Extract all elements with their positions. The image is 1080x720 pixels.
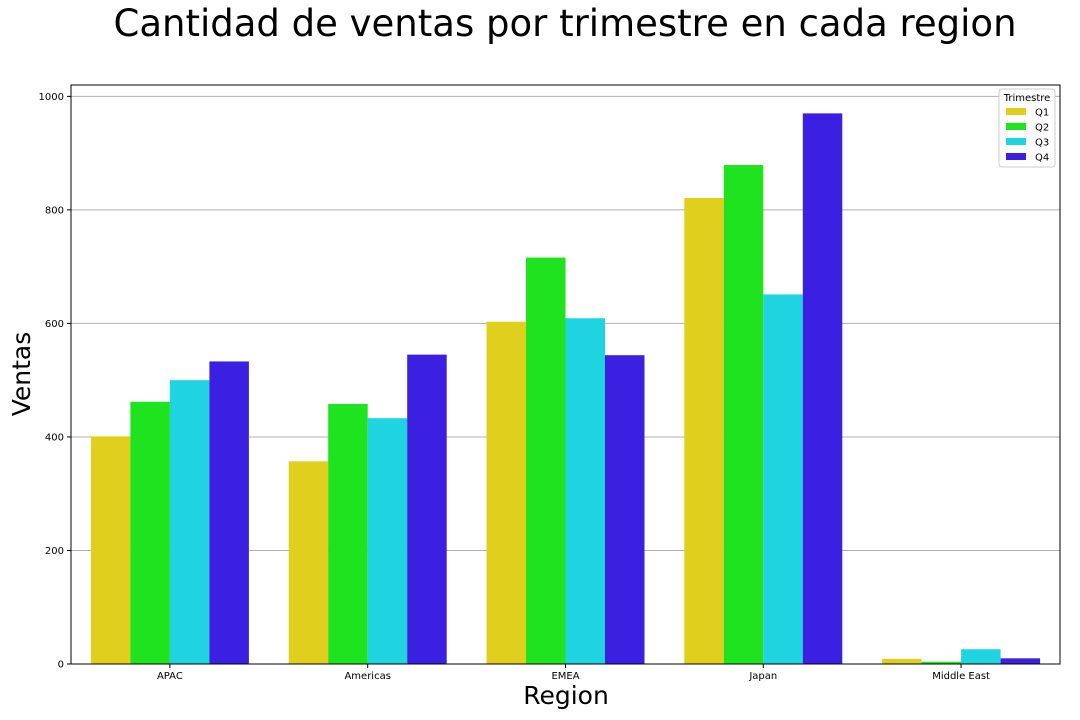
x-tick-label: Americas: [344, 671, 390, 682]
y-tick-label: 0: [58, 660, 64, 671]
bar-q4-middle-east: [1000, 658, 1041, 664]
x-tick-label: APAC: [157, 671, 183, 682]
legend-label: Q1: [1035, 108, 1049, 119]
bar-q2-americas: [328, 404, 368, 664]
y-tick-label: 400: [45, 432, 64, 443]
bar-q2-emea: [526, 257, 566, 664]
legend-swatch: [1006, 123, 1026, 130]
bar-q3-apac: [169, 380, 210, 664]
legend: Trimestre Q1 Q2 Q3 Q4: [998, 88, 1056, 168]
chart-title: Cantidad de ventas por trimestre en cada…: [113, 2, 1017, 45]
y-axis-ticks: 0 200 400 600 800 1000: [39, 92, 71, 671]
bar-q3-americas: [367, 418, 408, 664]
legend-title: Trimestre: [1003, 93, 1051, 104]
x-axis-ticks: APAC Americas EMEA Japan Middle East: [157, 664, 990, 682]
legend-swatch: [1006, 153, 1026, 160]
legend-label: Q4: [1035, 153, 1049, 164]
bar-q1-emea: [486, 321, 526, 664]
bar-q4-americas: [407, 354, 447, 664]
bar-q1-japan: [684, 197, 724, 664]
bars: [90, 113, 1041, 665]
legend-items: Q1 Q2 Q3 Q4: [1006, 108, 1049, 164]
bar-q4-apac: [209, 361, 249, 664]
bar-q1-middle-east: [882, 658, 922, 664]
x-tick-label: Japan: [748, 671, 777, 682]
legend-label: Q2: [1035, 123, 1049, 134]
bar-q1-apac: [90, 436, 131, 664]
y-axis-label: Ventas: [7, 332, 36, 417]
bar-q2-middle-east: [921, 661, 962, 664]
bar-q2-apac: [130, 401, 170, 664]
y-tick-label: 600: [45, 319, 64, 330]
bar-q4-japan: [802, 113, 843, 665]
legend-label: Q3: [1035, 138, 1049, 149]
x-tick-label: Middle East: [932, 671, 990, 682]
legend-swatch: [1006, 138, 1026, 145]
x-axis-label: Region: [523, 681, 609, 710]
y-tick-label: 200: [45, 546, 64, 557]
y-tick-label: 800: [45, 205, 64, 216]
x-tick-label: EMEA: [551, 671, 579, 682]
bar-q3-middle-east: [961, 649, 1001, 664]
bar-q1-americas: [288, 461, 329, 664]
bar-q2-japan: [723, 165, 764, 664]
bar-q3-japan: [763, 294, 803, 664]
legend-swatch: [1006, 108, 1026, 115]
bar-q3-emea: [565, 318, 605, 664]
bar-q4-emea: [605, 355, 645, 664]
y-tick-label: 1000: [39, 92, 64, 103]
